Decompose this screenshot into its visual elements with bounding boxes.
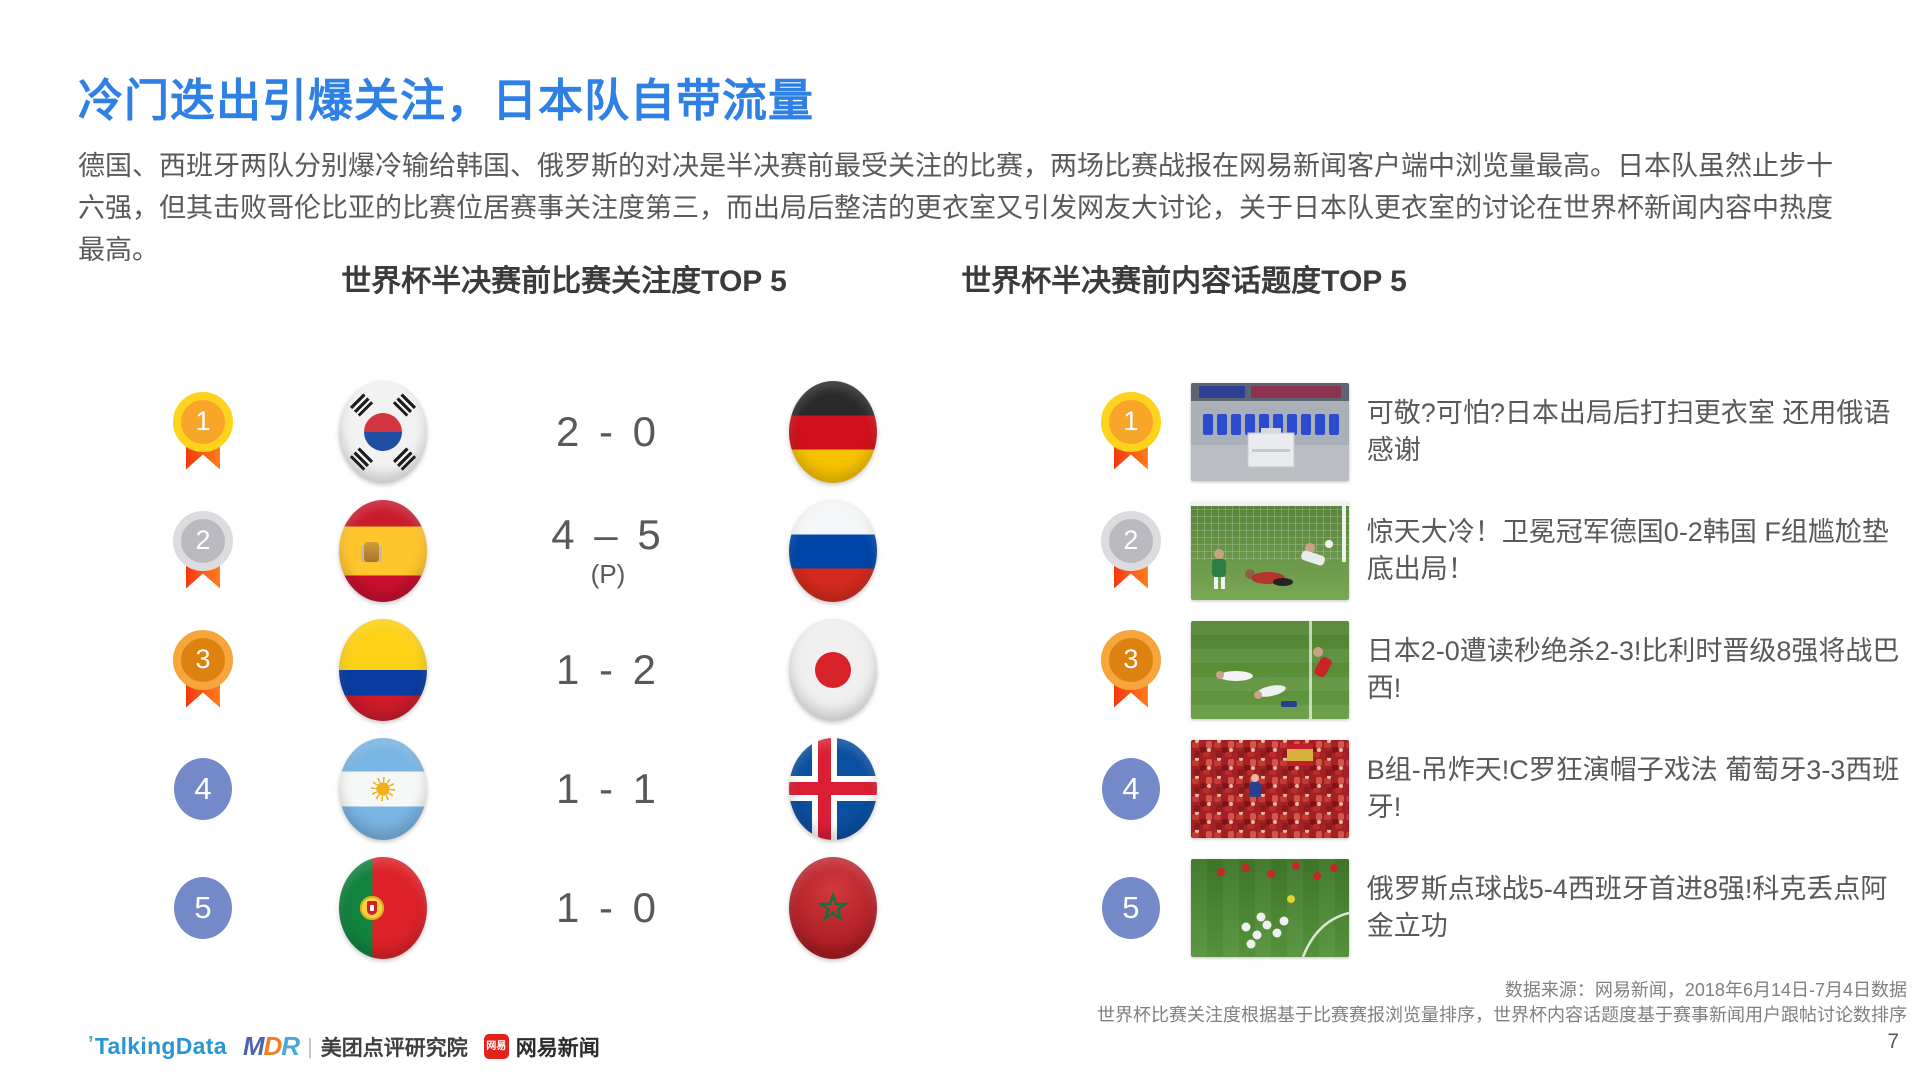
topic-row-2: 2 — [1100, 491, 1910, 610]
flag-colombia-icon — [339, 618, 427, 721]
topic-row-5: 5 — [1100, 848, 1910, 967]
match-row-5: 5 1 - 0 — [128, 848, 928, 967]
rank-number: 2 — [173, 510, 233, 571]
portugal-emblem-icon — [360, 895, 384, 920]
topic-headline: 惊天大冷！卫冕冠军德国0-2韩国 F组尴尬垫底出局！ — [1366, 517, 1889, 584]
talkingdata-logo: ’TalkingData — [88, 1033, 227, 1059]
talkingdata-quote-mark: ’ — [88, 1033, 94, 1055]
netease-news-name: 网易新闻 — [515, 1036, 600, 1060]
flag-morocco-icon — [789, 856, 877, 959]
score-note-penalties: (P) — [590, 559, 626, 589]
rank-number: 1 — [1100, 391, 1161, 452]
flag-argentina-icon — [339, 737, 427, 840]
topic-headline: 俄罗斯点球战5-4西班牙首进8强!科克丢点阿金立功 — [1366, 874, 1888, 941]
mdr-mark-icon: MDR — [242, 1031, 300, 1061]
match-row-2: 2 4 – 5 (P) — [128, 491, 928, 610]
match-row-3: 3 1 - 2 — [128, 610, 928, 729]
rank-number: 1 — [173, 391, 233, 452]
score-cell: 1 - 2 — [556, 646, 660, 694]
rank-badge: 5 — [1101, 876, 1160, 939]
netease-badge-icon: 网易 — [483, 1034, 509, 1059]
thumbnail-goal-net-upset — [1190, 501, 1349, 600]
silver-medal-icon: 2 — [1100, 510, 1161, 591]
flag-japan-icon — [789, 618, 877, 721]
gold-medal-icon: 1 — [1100, 391, 1161, 472]
page-title: 冷门迭出引爆关注，日本队自带流量 — [78, 75, 815, 126]
bronze-medal-icon: 3 — [1100, 629, 1161, 710]
thumbnail-pitch-celebration — [1190, 858, 1349, 957]
logo-divider: | — [307, 1033, 313, 1059]
topic-headline: 日本2-0遭读秒绝杀2-3!比利时晋级8强将战巴西! — [1366, 636, 1900, 703]
source-line-2: 世界杯比赛关注度根据基于比赛赛报浏览量排序，世界杯内容话题度基于赛事新闻用户跟帖… — [1097, 1004, 1907, 1025]
intro-paragraph: 德国、西班牙两队分别爆冷输给韩国、俄罗斯的对决是半决赛前最受关注的比赛，两场比赛… — [78, 151, 1833, 265]
source-line-1: 数据来源：网易新闻，2018年6月14日-7月4日数据 — [1504, 979, 1907, 1000]
silver-medal-icon: 2 — [173, 510, 233, 591]
match-score: 4 – 5 — [551, 511, 665, 558]
topic-row-3: 3 — [1100, 610, 1910, 729]
gold-medal-icon: 1 — [173, 391, 233, 472]
topic-headline: 可敬?可怕?日本出局后打扫更衣室 还用俄语感谢 — [1366, 398, 1891, 465]
data-source-note: 数据来源：网易新闻，2018年6月14日-7月4日数据 世界杯比赛关注度根据基于… — [1097, 978, 1907, 1028]
meituan-dianping-institute-logo: MDR | 美团点评研究院 — [243, 1031, 468, 1062]
match-attention-list: 1 2 - 0 2 4 – 5 (P) — [128, 372, 928, 967]
spain-crest-icon — [364, 541, 379, 562]
topic-row-1: 1 可敬?可怕?日本出局后打扫更衣室 — [1100, 372, 1910, 491]
page-number: 7 — [1887, 1030, 1899, 1053]
thumbnail-locker-room — [1190, 382, 1349, 481]
match-row-1: 1 2 - 0 — [128, 372, 928, 491]
thumbnail-red-crowd — [1190, 739, 1349, 838]
topic-row-4: 4 — [1100, 729, 1910, 848]
flag-portugal-icon — [339, 856, 427, 959]
right-panel-title: 世界杯半决赛前内容话题度TOP 5 — [961, 265, 1407, 298]
bronze-medal-icon: 3 — [173, 629, 233, 710]
sun-of-may-icon — [371, 776, 395, 801]
rank-number: 3 — [173, 629, 233, 690]
rank-badge: 5 — [174, 876, 232, 939]
topic-headline: B组-吊炸天!C罗狂演帽子戏法 葡萄牙3-3西班牙! — [1366, 755, 1900, 822]
flag-south-korea-icon — [339, 380, 427, 483]
pentagram-star-icon — [817, 891, 849, 922]
content-topic-list: 1 可敬?可怕?日本出局后打扫更衣室 — [1100, 372, 1910, 967]
rank-number: 2 — [1100, 510, 1161, 571]
score-cell: 4 – 5 (P) — [551, 511, 664, 590]
match-score: 1 - 0 — [555, 883, 661, 931]
netease-news-logo: 网易 网易新闻 — [483, 1032, 600, 1062]
flag-russia-icon — [789, 499, 877, 602]
match-row-4: 4 1 - 1 — [128, 729, 928, 848]
institute-name: 美团点评研究院 — [320, 1036, 468, 1060]
flag-spain-icon — [339, 499, 427, 602]
rank-badge: 4 — [1101, 757, 1160, 820]
match-score: 2 - 0 — [555, 407, 661, 455]
score-cell: 1 - 1 — [556, 765, 660, 813]
flag-germany-icon — [789, 380, 877, 483]
rank-badge: 4 — [174, 757, 232, 820]
match-score: 1 - 2 — [555, 645, 661, 693]
score-cell: 1 - 0 — [556, 884, 660, 932]
flag-iceland-icon — [789, 737, 877, 840]
left-panel-title: 世界杯半决赛前比赛关注度TOP 5 — [341, 265, 787, 298]
thumbnail-players-on-pitch — [1190, 620, 1349, 719]
rank-number: 3 — [1100, 629, 1161, 690]
score-cell: 2 - 0 — [556, 408, 660, 456]
match-score: 1 - 1 — [555, 764, 661, 812]
footer-logos: ’TalkingData MDR | 美团点评研究院 网易 网易新闻 — [88, 1031, 600, 1062]
